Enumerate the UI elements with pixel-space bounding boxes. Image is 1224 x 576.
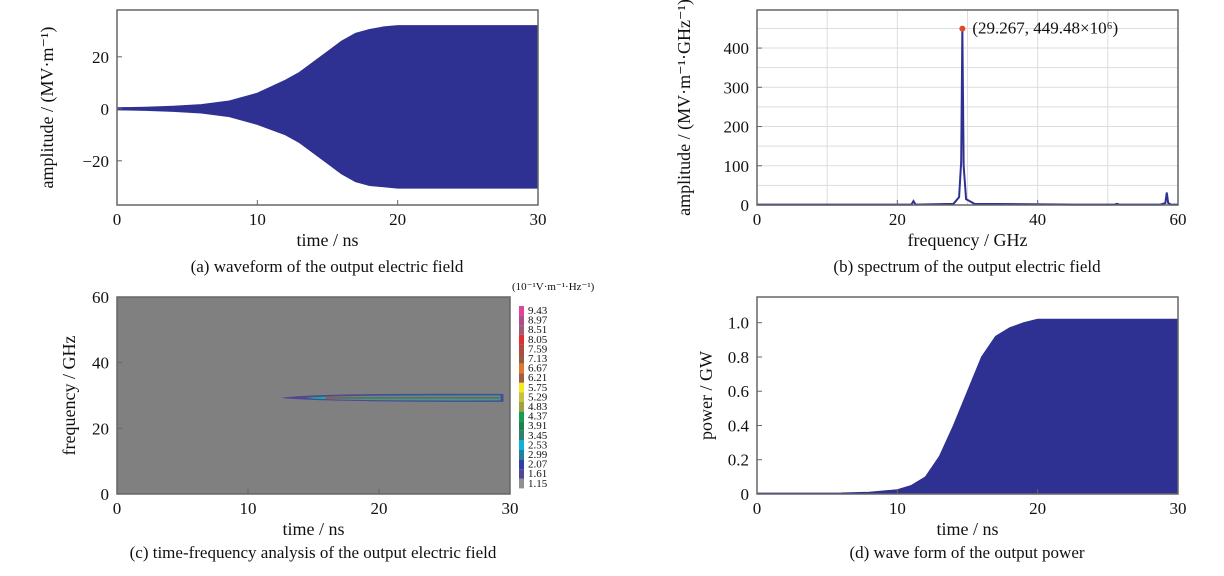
x-tick-label: 60	[1170, 210, 1187, 229]
colorbar-label: 8.05	[528, 334, 548, 346]
x-axis-label: frequency / GHz	[908, 230, 1028, 250]
panel-a: 0 10 20 30 −20 0 20 time / ns amplitude / (MV·m⁻…	[37, 9, 547, 276]
series-line	[757, 28, 1178, 206]
y-tick-label: 60	[92, 288, 109, 307]
x-axis-label: time / ns	[297, 230, 359, 250]
y-tick-label: 0	[741, 485, 750, 504]
panel-caption: (d) wave form of the output power	[849, 543, 1084, 562]
colorbar-label: 8.51	[528, 324, 547, 336]
colorbar-swatch	[519, 392, 524, 402]
colorbar-label: 5.75	[528, 382, 548, 394]
colorbar-swatch	[519, 459, 524, 470]
y-tick-label: 100	[724, 157, 750, 176]
panel-b: (29.267, 449.48×10⁶) 0 20 40 60 0 100 200 300 400…	[674, 0, 1187, 276]
y-tick-label: 0	[101, 100, 110, 119]
colorbar-swatch	[519, 334, 524, 345]
colorbar-label: 6.67	[528, 363, 548, 375]
colorbar-swatch	[519, 325, 524, 335]
x-tick-label: 10	[240, 499, 257, 518]
y-tick-label: 20	[92, 419, 109, 438]
colorbar-swatch	[519, 382, 524, 393]
colorbar-swatch	[519, 306, 524, 316]
x-tick-label: 40	[1029, 210, 1046, 229]
y-axis-label: amplitude / (MV·m⁻¹·GHz⁻¹)	[674, 0, 695, 216]
colorbar-swatch	[519, 402, 524, 412]
y-axis-label: frequency / GHz	[59, 336, 79, 456]
x-tick-label: 20	[889, 210, 906, 229]
colorbar-swatch	[519, 411, 524, 422]
y-axis-label: power / GW	[696, 351, 716, 440]
y-axis-label: amplitude / (MV·m⁻¹)	[37, 27, 58, 189]
x-tick-label: 0	[113, 499, 122, 518]
colorbar-label: 7.13	[528, 353, 548, 365]
colorbar-label: 3.45	[528, 430, 548, 442]
x-tick-label: 0	[753, 499, 762, 518]
y-tick-label: 0.6	[728, 382, 749, 401]
y-tick-label: 400	[724, 39, 750, 58]
plot-frame	[756, 296, 1179, 495]
plot-frame	[116, 9, 539, 206]
x-axis-label: time / ns	[937, 519, 999, 539]
colorbar-swatch	[519, 430, 524, 441]
plot-frame	[116, 296, 511, 495]
colorbar-swatch	[519, 450, 524, 460]
colorbar-label: 7.59	[528, 343, 548, 355]
colorbar-label: 5.29	[528, 391, 548, 403]
y-tick-label: 20	[92, 48, 109, 67]
x-tick-label: 10	[249, 210, 266, 229]
y-tick-label: 0	[101, 485, 110, 504]
y-tick-label: 0.2	[728, 451, 749, 470]
y-tick-label: −20	[82, 152, 109, 171]
colorbar-unit: (10⁻¹V·m⁻¹·Hz⁻¹)	[512, 281, 595, 293]
colorbar-swatch	[519, 440, 524, 450]
x-tick-label: 10	[889, 499, 906, 518]
colorbar-swatch	[519, 315, 524, 326]
colorbar-swatch	[519, 469, 524, 479]
x-tick-label: 20	[1029, 499, 1046, 518]
x-tick-label: 0	[753, 210, 762, 229]
y-tick-label: 1.0	[728, 314, 749, 333]
panel-caption: (b) spectrum of the output electric fiel…	[833, 257, 1101, 276]
colorbar-swatch	[519, 421, 524, 431]
y-tick-label: 0	[741, 196, 750, 215]
plot-frame	[756, 9, 1179, 206]
peak-marker	[959, 25, 966, 32]
colorbar-label: 2.53	[528, 439, 548, 451]
y-tick-label: 40	[92, 354, 109, 373]
colorbar-label: 6.21	[528, 372, 547, 384]
y-tick-label: 0.8	[728, 348, 749, 367]
colorbar-label: 8.97	[528, 315, 548, 327]
panel-caption: (a) waveform of the output electric fiel…	[191, 257, 464, 276]
colorbar-label: 1.61	[528, 468, 547, 480]
colorbar-label: 3.91	[528, 420, 547, 432]
colorbar-swatch	[519, 354, 524, 364]
x-axis-label: time / ns	[283, 519, 345, 539]
colorbar-swatch	[519, 363, 524, 374]
y-tick-label: 200	[724, 118, 750, 137]
x-tick-label: 0	[113, 210, 122, 229]
colorbar-label: 4.83	[528, 401, 548, 413]
panel-d: 0 10 20 30 0 0.2 0.4 0.6 0.8 1.0 time / ns power / …	[696, 296, 1187, 562]
colorbar-label: 2.99	[528, 449, 548, 461]
peak-annotation: (29.267, 449.48×10⁶)	[972, 19, 1118, 38]
x-tick-label: 30	[530, 210, 547, 229]
colorbar-swatch	[519, 373, 524, 383]
colorbar-swatch	[519, 344, 524, 354]
colorbar-label: 2.07	[528, 459, 548, 471]
panel-caption: (c) time-frequency analysis of the outpu…	[130, 543, 497, 562]
colorbar-label: 1.15	[528, 478, 548, 490]
x-tick-label: 30	[502, 499, 519, 518]
panel-c: (10⁻¹V·m⁻¹·Hz⁻¹) 9.438.978.518.057.597.13…	[59, 281, 595, 562]
colorbar-label: 4.37	[528, 411, 548, 423]
y-tick-label: 300	[724, 78, 750, 97]
y-tick-label: 0.4	[728, 416, 750, 435]
colorbar-label: 9.43	[528, 305, 548, 317]
x-tick-label: 20	[389, 210, 406, 229]
x-tick-label: 20	[371, 499, 388, 518]
x-tick-label: 30	[1170, 499, 1187, 518]
colorbar-swatch	[519, 478, 524, 489]
